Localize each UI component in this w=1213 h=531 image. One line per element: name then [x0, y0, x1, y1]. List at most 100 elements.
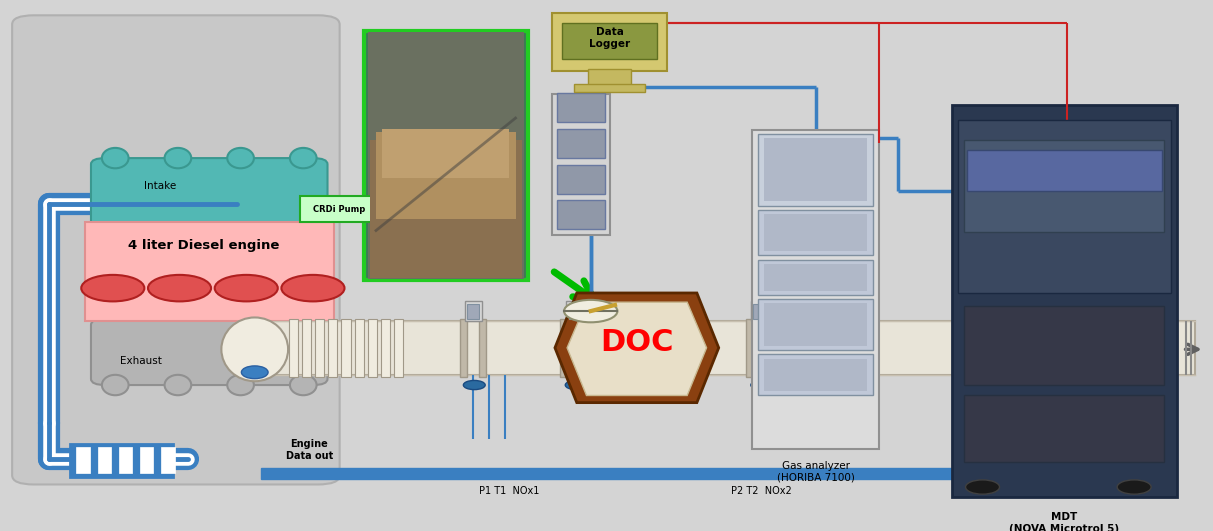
Text: 4 liter Diesel engine: 4 liter Diesel engine	[129, 239, 279, 252]
Text: Gas analyzer
(HORIBA 7100): Gas analyzer (HORIBA 7100)	[776, 461, 855, 483]
Bar	[467, 304, 479, 319]
Bar	[382, 129, 509, 178]
Bar	[97, 447, 112, 473]
Bar	[354, 319, 364, 378]
Bar	[862, 319, 870, 378]
Bar	[758, 210, 873, 255]
Bar	[758, 354, 873, 395]
Text: P2 T2  NOx2: P2 T2 NOx2	[731, 486, 792, 496]
Ellipse shape	[165, 375, 192, 395]
Bar	[364, 31, 528, 280]
Bar	[119, 447, 132, 473]
FancyBboxPatch shape	[91, 319, 328, 385]
Bar	[764, 138, 867, 201]
Text: Exhaust: Exhaust	[120, 356, 161, 366]
Bar	[958, 120, 1171, 293]
Ellipse shape	[241, 366, 268, 379]
Bar	[752, 130, 879, 449]
Text: Data
Logger: Data Logger	[590, 28, 630, 49]
Bar	[753, 304, 765, 319]
Bar	[557, 165, 605, 194]
FancyBboxPatch shape	[91, 158, 328, 229]
Polygon shape	[556, 293, 718, 402]
Bar	[746, 319, 753, 378]
Text: DOC: DOC	[600, 328, 673, 357]
Bar	[261, 468, 983, 479]
Bar	[465, 301, 482, 321]
Bar	[557, 129, 605, 158]
Bar	[342, 319, 351, 378]
Bar	[85, 222, 334, 321]
Bar	[329, 319, 337, 378]
Bar	[843, 319, 850, 378]
Bar	[394, 319, 404, 378]
Ellipse shape	[290, 375, 317, 395]
Bar	[848, 301, 865, 321]
Bar	[70, 444, 173, 477]
Bar	[964, 395, 1164, 461]
Circle shape	[281, 275, 344, 302]
Bar	[368, 32, 524, 279]
Text: Intake: Intake	[144, 181, 176, 191]
Ellipse shape	[227, 375, 254, 395]
Bar	[764, 213, 867, 251]
Circle shape	[148, 275, 211, 302]
Bar	[952, 105, 1177, 497]
Bar	[552, 13, 667, 71]
Bar	[580, 319, 587, 378]
Bar	[562, 23, 657, 58]
Bar	[552, 95, 610, 235]
Circle shape	[565, 380, 587, 390]
Bar	[370, 141, 522, 278]
Bar	[964, 306, 1164, 385]
Ellipse shape	[221, 318, 289, 381]
FancyBboxPatch shape	[12, 15, 340, 484]
Bar	[758, 134, 873, 205]
Circle shape	[564, 300, 617, 322]
Bar	[557, 200, 605, 229]
Circle shape	[81, 275, 144, 302]
Ellipse shape	[165, 148, 192, 168]
Bar	[764, 358, 867, 391]
Bar	[967, 150, 1162, 191]
Circle shape	[847, 380, 869, 390]
Bar	[315, 319, 324, 378]
Bar	[574, 84, 645, 92]
Circle shape	[1117, 480, 1151, 494]
Ellipse shape	[102, 148, 129, 168]
Bar	[850, 304, 862, 319]
Bar	[765, 319, 773, 378]
Text: MDT
(NOVA Microtrol 5): MDT (NOVA Microtrol 5)	[1009, 512, 1120, 531]
Bar	[751, 301, 768, 321]
Circle shape	[751, 380, 773, 390]
Text: Engine
Data out: Engine Data out	[286, 439, 332, 460]
Bar	[588, 70, 631, 88]
Bar	[381, 319, 391, 378]
Bar	[76, 447, 90, 473]
Bar	[161, 447, 175, 473]
Bar	[302, 319, 311, 378]
Bar	[376, 132, 516, 219]
Bar	[764, 303, 867, 346]
Bar	[566, 301, 583, 321]
Polygon shape	[566, 302, 706, 396]
Bar	[289, 319, 298, 378]
Ellipse shape	[102, 375, 129, 395]
Bar	[479, 319, 486, 378]
Circle shape	[966, 480, 1000, 494]
Bar	[368, 319, 377, 378]
Bar	[758, 299, 873, 350]
Bar	[560, 319, 568, 378]
Bar	[300, 196, 378, 222]
Bar	[569, 304, 581, 319]
Bar	[764, 264, 867, 291]
Bar	[141, 447, 153, 473]
Ellipse shape	[290, 148, 317, 168]
Text: P1 T1  NOx1: P1 T1 NOx1	[479, 486, 540, 496]
Bar	[460, 319, 467, 378]
Ellipse shape	[227, 148, 254, 168]
Bar	[964, 140, 1164, 232]
Bar	[237, 321, 1195, 375]
Bar	[758, 260, 873, 295]
Bar	[557, 93, 605, 122]
